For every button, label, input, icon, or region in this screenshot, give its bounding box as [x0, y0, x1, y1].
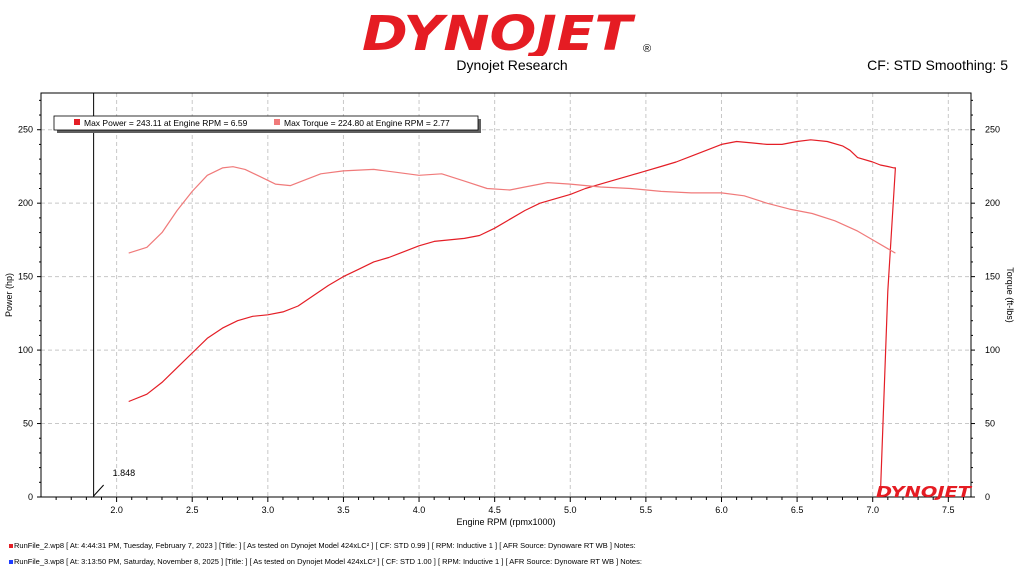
x-tick-label: 6.0 — [715, 505, 728, 515]
y-tick-label-right: 0 — [985, 492, 990, 502]
y-tick-label: 150 — [18, 272, 33, 282]
x-axis-label: Engine RPM (rpmx1000) — [456, 517, 555, 527]
y-tick-label: 100 — [18, 345, 33, 355]
legend-entry: Max Power = 243.11 at Engine RPM = 6.59 — [84, 118, 248, 128]
run-info-2-text: RunFile_3.wp8 [ At: 3:13:50 PM, Saturday… — [14, 557, 642, 566]
y-axis-left-label: Power (hp) — [4, 273, 14, 317]
axes-ticks: 0 0 50 50 100 100 150 150 200 200 250 250 2.0 2.5 3.0 3… — [18, 99, 1000, 515]
power-curve — [128, 139, 897, 498]
y-tick-label-right: 250 — [985, 125, 1000, 135]
x-tick-label: 7.0 — [866, 505, 879, 515]
x-tick-label: 5.5 — [640, 505, 653, 515]
y-tick-label-right: 150 — [985, 272, 1000, 282]
legend: Max Power = 243.11 at Engine RPM = 6.59 M… — [53, 115, 481, 133]
x-tick-label: 3.0 — [262, 505, 275, 515]
legend-swatch — [274, 119, 280, 125]
y-tick-label: 50 — [23, 419, 33, 429]
y-tick-label: 250 — [18, 125, 33, 135]
logo-dyno-text: DYNOJET — [362, 6, 636, 56]
x-tick-label: 2.5 — [186, 505, 199, 515]
run-info-1: RunFile_2.wp8 [ At: 4:44:31 PM, Tuesday,… — [9, 541, 636, 550]
torque-curve — [128, 166, 896, 254]
x-tick-label: 6.5 — [791, 505, 804, 515]
watermark-logo: DYNOJET — [876, 483, 973, 501]
dynojet-logo: DYNOJET ® — [362, 6, 651, 56]
y-tick-label: 0 — [28, 492, 33, 502]
run-info-1-text: RunFile_2.wp8 [ At: 4:44:31 PM, Tuesday,… — [14, 541, 636, 550]
x-tick-label: 2.0 — [110, 505, 123, 515]
y-tick-label-right: 200 — [985, 198, 1000, 208]
correction-factor-info: CF: STD Smoothing: 5 — [867, 57, 1008, 73]
y-axis-right-label: Torque (ft-lbs) — [1005, 267, 1015, 323]
cursor-pointer — [93, 484, 104, 497]
legend-swatch — [74, 119, 80, 125]
grid — [41, 93, 971, 497]
run-color-marker — [9, 544, 13, 549]
run-info-2: RunFile_3.wp8 [ At: 3:13:50 PM, Saturday… — [9, 557, 642, 566]
x-tick-label: 7.5 — [942, 505, 955, 515]
plot-frame — [40, 92, 972, 498]
cursor-value-label: 1.848 — [113, 468, 136, 478]
legend-entry: Max Torque = 224.80 at Engine RPM = 2.77 — [284, 118, 450, 128]
y-tick-label-right: 100 — [985, 345, 1000, 355]
y-tick-label-right: 50 — [985, 419, 995, 429]
y-tick-label: 200 — [18, 198, 33, 208]
rpm-cursor[interactable]: 1.848 — [93, 93, 136, 497]
x-tick-label: 5.0 — [564, 505, 577, 515]
registered-mark: ® — [643, 43, 651, 55]
x-tick-label: 4.5 — [488, 505, 501, 515]
run-color-marker — [9, 560, 13, 565]
x-tick-label: 4.0 — [413, 505, 426, 515]
series-layer — [128, 139, 897, 498]
legend-box — [53, 115, 479, 131]
chart-subtitle: Dynojet Research — [456, 57, 568, 73]
x-tick-label: 3.5 — [337, 505, 350, 515]
